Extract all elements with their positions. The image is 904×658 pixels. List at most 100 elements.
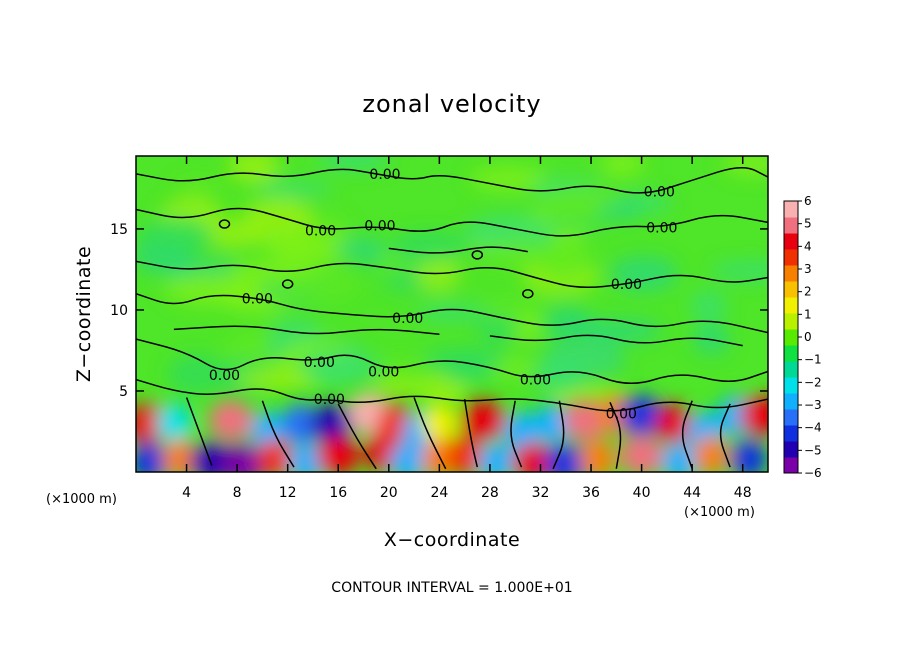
colorbar-tick-label: −6 bbox=[804, 466, 822, 480]
contour-label: 0.00 bbox=[364, 219, 395, 235]
contour-loop bbox=[281, 279, 294, 289]
field-patch bbox=[421, 347, 506, 372]
colorbar-bands bbox=[784, 201, 798, 474]
colorbar-band bbox=[784, 377, 798, 394]
x-unit-label-right: (×1000 m) bbox=[684, 505, 755, 520]
contour-line bbox=[136, 207, 768, 237]
contour-line bbox=[136, 338, 768, 384]
colorbar-band bbox=[784, 233, 798, 250]
contour-line bbox=[136, 260, 768, 289]
colorbar-band bbox=[784, 281, 798, 298]
colorbar-tick-label: −5 bbox=[804, 443, 822, 457]
contour-label: 0.00 bbox=[242, 292, 273, 308]
colorbar-tick-label: −2 bbox=[804, 375, 822, 389]
x-tick-label: 32 bbox=[532, 485, 550, 501]
field-cell bbox=[655, 403, 692, 444]
field-cell bbox=[619, 435, 664, 472]
colorbar-band bbox=[784, 217, 798, 234]
contour-line bbox=[136, 292, 768, 334]
field-patch bbox=[596, 202, 643, 221]
field-patch bbox=[444, 364, 493, 384]
contour-loop bbox=[218, 219, 231, 229]
contour-line bbox=[510, 400, 523, 468]
contour-line bbox=[185, 397, 213, 466]
plot-area: 0.00 0.00 0.00 0.00 0.00 0.00 0.00 0.00 0.00 0.00… bbox=[110, 155, 769, 501]
field-cell bbox=[316, 435, 361, 472]
field-patch bbox=[317, 156, 391, 171]
field-patch bbox=[549, 314, 602, 334]
field-patch bbox=[722, 156, 768, 177]
contour-label: 0.00 bbox=[305, 224, 336, 240]
colorbar-band bbox=[784, 457, 798, 474]
x-tick-label: 36 bbox=[582, 485, 600, 501]
field-patch bbox=[167, 354, 225, 394]
field-cell bbox=[389, 442, 426, 472]
colorbar-tick-label: 3 bbox=[804, 262, 812, 276]
colorbar-tick-label: 1 bbox=[804, 307, 812, 321]
field-cell bbox=[619, 395, 664, 436]
field-patch bbox=[235, 368, 320, 391]
colorbar-band bbox=[784, 249, 798, 266]
colorbar-band bbox=[784, 361, 798, 378]
field-patch bbox=[531, 358, 587, 394]
contour-line bbox=[552, 400, 565, 470]
x-tick-label: 8 bbox=[233, 485, 242, 501]
x-tick-label: 4 bbox=[182, 485, 191, 501]
field-cell bbox=[446, 435, 483, 472]
x-tick-label: 28 bbox=[481, 485, 499, 501]
plot-frame bbox=[135, 155, 769, 473]
field-patch bbox=[416, 303, 487, 323]
colorbar-band bbox=[784, 329, 798, 346]
y-axis-label: Z−coordinate bbox=[73, 246, 95, 382]
x-tick-label: 20 bbox=[380, 485, 398, 501]
contour-label: 0.00 bbox=[392, 311, 423, 327]
contour-labels: 0.00 0.00 0.00 0.00 0.00 0.00 0.00 0.00 0.00 0.00… bbox=[209, 167, 678, 423]
contour-line bbox=[609, 402, 622, 469]
colorbar-band bbox=[784, 393, 798, 410]
field-cell bbox=[208, 400, 253, 441]
y-tick-label: 5 bbox=[119, 384, 128, 400]
colorbar: 6 5 4 3 2 1 0 −1 −2 −3 −4 −5 −6 bbox=[783, 194, 822, 480]
colorbar-band bbox=[784, 345, 798, 362]
field-patch bbox=[690, 290, 728, 322]
contour-loop bbox=[471, 250, 484, 260]
contour-line bbox=[261, 400, 295, 468]
chart-title: zonal velocity bbox=[362, 90, 541, 118]
y-axis-ticks: 5 10 15 bbox=[110, 222, 768, 400]
x-tick-label: 48 bbox=[734, 485, 752, 501]
contour-interval-note: CONTOUR INTERVAL = 1.000E+01 bbox=[331, 580, 572, 596]
field-patch bbox=[479, 300, 550, 320]
contour-label: 0.00 bbox=[646, 220, 677, 236]
colorbar-tick-label: −3 bbox=[804, 398, 822, 412]
contour-label: 0.00 bbox=[369, 167, 400, 183]
colorbar-band bbox=[784, 201, 798, 218]
contour-line bbox=[136, 378, 768, 412]
field-patch bbox=[258, 226, 324, 255]
colorbar-band bbox=[784, 441, 798, 458]
contour-label: 0.00 bbox=[611, 277, 642, 293]
contour-line bbox=[463, 398, 479, 468]
field-patch bbox=[710, 260, 768, 282]
field-cell bbox=[731, 439, 768, 472]
colorbar-band bbox=[784, 409, 798, 426]
field-cell bbox=[579, 439, 616, 472]
x-tick-label: 12 bbox=[279, 485, 297, 501]
contour-label: 0.00 bbox=[368, 365, 399, 381]
field-cell bbox=[421, 403, 458, 444]
field-cell bbox=[739, 395, 768, 436]
field-patch bbox=[228, 156, 280, 184]
field-patch bbox=[480, 243, 570, 267]
field-patch bbox=[600, 156, 645, 178]
contour-line bbox=[719, 403, 731, 468]
colorbar-tick-label: −1 bbox=[804, 353, 822, 367]
contour-lines bbox=[136, 167, 768, 470]
contour-line bbox=[681, 400, 693, 470]
contour-line bbox=[413, 397, 447, 470]
field-patch bbox=[335, 236, 387, 261]
contour-label: 0.00 bbox=[520, 373, 551, 389]
contour-line bbox=[337, 403, 377, 470]
field-cell bbox=[282, 403, 319, 444]
field-cell bbox=[221, 443, 266, 472]
contour-line bbox=[136, 167, 768, 194]
